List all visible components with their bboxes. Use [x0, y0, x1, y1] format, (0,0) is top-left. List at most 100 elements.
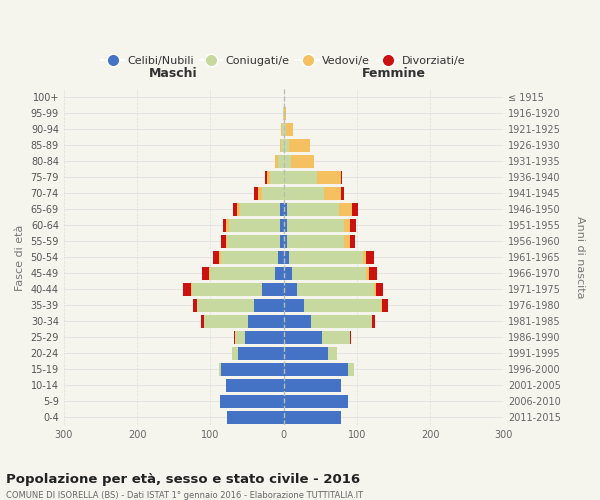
- Bar: [284, 378, 341, 392]
- Bar: [284, 251, 374, 264]
- Bar: [284, 203, 358, 216]
- Bar: [197, 298, 284, 312]
- Bar: [284, 235, 344, 248]
- Bar: [275, 155, 284, 168]
- Bar: [227, 410, 284, 424]
- Bar: [284, 266, 365, 280]
- Bar: [284, 219, 287, 232]
- Bar: [281, 139, 284, 152]
- Bar: [284, 282, 383, 296]
- Bar: [284, 155, 314, 168]
- Bar: [284, 298, 381, 312]
- Bar: [284, 378, 341, 392]
- Bar: [284, 394, 348, 407]
- Bar: [234, 330, 284, 344]
- Bar: [221, 362, 284, 376]
- Bar: [284, 378, 341, 392]
- Bar: [183, 282, 284, 296]
- Bar: [280, 235, 284, 248]
- Bar: [229, 219, 284, 232]
- Y-axis label: Anni di nascita: Anni di nascita: [575, 216, 585, 298]
- Bar: [227, 410, 284, 424]
- Bar: [284, 298, 382, 312]
- Bar: [220, 394, 284, 407]
- Bar: [284, 171, 317, 184]
- Bar: [233, 203, 284, 216]
- Bar: [283, 107, 284, 120]
- Bar: [223, 219, 284, 232]
- Bar: [227, 235, 284, 248]
- Bar: [191, 282, 284, 296]
- Bar: [193, 298, 284, 312]
- Bar: [262, 282, 284, 296]
- Bar: [205, 314, 284, 328]
- Bar: [209, 266, 284, 280]
- Bar: [284, 282, 376, 296]
- Bar: [284, 394, 348, 407]
- Bar: [284, 187, 344, 200]
- Bar: [284, 187, 324, 200]
- Bar: [227, 410, 284, 424]
- Bar: [284, 139, 289, 152]
- Bar: [226, 378, 284, 392]
- Bar: [284, 219, 356, 232]
- Bar: [284, 203, 338, 216]
- Bar: [284, 346, 337, 360]
- Bar: [239, 203, 284, 216]
- Bar: [284, 362, 348, 376]
- Bar: [278, 155, 284, 168]
- Bar: [284, 362, 354, 376]
- Bar: [284, 139, 310, 152]
- Bar: [192, 282, 284, 296]
- Bar: [284, 123, 293, 136]
- Bar: [284, 378, 341, 392]
- Bar: [284, 235, 350, 248]
- Bar: [205, 314, 284, 328]
- Bar: [284, 235, 287, 248]
- Bar: [211, 266, 284, 280]
- Bar: [212, 251, 284, 264]
- Bar: [284, 235, 355, 248]
- Bar: [284, 251, 367, 264]
- Bar: [232, 346, 284, 360]
- Bar: [284, 266, 292, 280]
- Bar: [284, 171, 342, 184]
- Bar: [284, 266, 377, 280]
- Bar: [258, 187, 284, 200]
- Bar: [238, 346, 284, 360]
- Bar: [267, 171, 284, 184]
- Bar: [284, 410, 341, 424]
- Bar: [254, 298, 284, 312]
- Bar: [232, 346, 284, 360]
- Bar: [275, 266, 284, 280]
- Bar: [280, 219, 284, 232]
- Bar: [284, 346, 328, 360]
- Bar: [220, 394, 284, 407]
- Bar: [284, 346, 337, 360]
- Bar: [219, 362, 284, 376]
- Text: Popolazione per età, sesso e stato civile - 2016: Popolazione per età, sesso e stato civil…: [6, 472, 360, 486]
- Bar: [284, 266, 370, 280]
- Bar: [221, 235, 284, 248]
- Bar: [284, 203, 287, 216]
- Bar: [280, 139, 284, 152]
- Bar: [284, 362, 354, 376]
- Bar: [284, 155, 291, 168]
- Bar: [201, 314, 284, 328]
- Bar: [284, 394, 348, 407]
- Bar: [220, 394, 284, 407]
- Bar: [282, 123, 284, 136]
- Bar: [284, 219, 344, 232]
- Bar: [284, 314, 375, 328]
- Bar: [235, 330, 284, 344]
- Bar: [284, 155, 314, 168]
- Bar: [284, 219, 350, 232]
- Bar: [226, 219, 284, 232]
- Bar: [271, 171, 284, 184]
- Bar: [248, 314, 284, 328]
- Bar: [284, 171, 341, 184]
- Bar: [245, 330, 284, 344]
- Bar: [220, 394, 284, 407]
- Bar: [219, 362, 284, 376]
- Text: Femmine: Femmine: [361, 67, 425, 80]
